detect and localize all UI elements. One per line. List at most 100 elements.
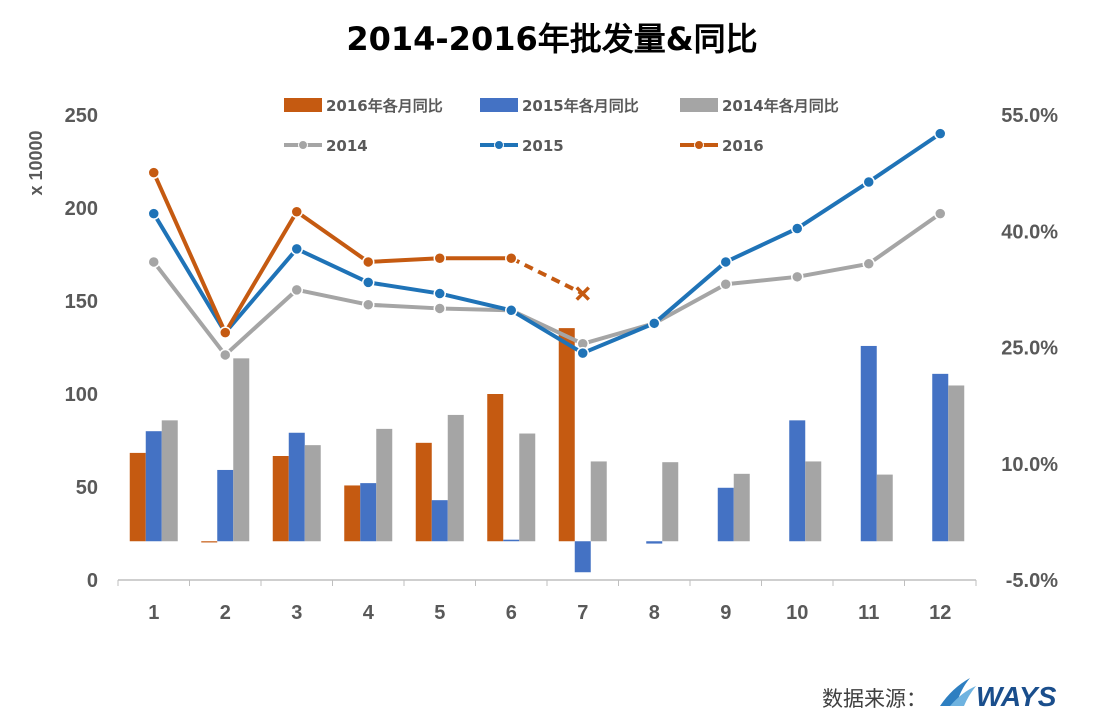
bar-s0-m5: [415, 442, 432, 542]
x-tick-label: 1: [148, 602, 159, 624]
chart-title: 2014-2016年批发量&同比: [346, 20, 757, 58]
legend: 2016年各月同比 2015年各月同比 2014年各月同比 2014 2015 2016: [284, 97, 839, 155]
point-2016-m7: [575, 286, 590, 301]
point-2014-m5: [433, 302, 446, 315]
point-2015-m12: [934, 127, 947, 140]
point-2014-m11: [862, 257, 875, 271]
y2-tick-label: 55.0%: [1001, 105, 1058, 127]
bar-s1-m7: [574, 541, 591, 573]
x-tick-label: 10: [786, 602, 808, 624]
ways-logo-swoosh-icon-2: [950, 686, 976, 706]
bar-s2-m1: [161, 420, 178, 542]
bar-s1-m9: [717, 487, 734, 542]
x-tick-label: 6: [506, 602, 517, 624]
legend-label: 2015: [522, 137, 564, 155]
bar-s2-m2: [233, 358, 250, 542]
point-2014-m2: [219, 348, 232, 362]
point-2015-m7: [576, 346, 589, 360]
bar-s1-m4: [360, 483, 377, 542]
x-tick-label: 5: [434, 602, 445, 624]
bar-s2-m3: [304, 445, 321, 542]
x-tick-label: 12: [929, 602, 951, 624]
y2-tick-label: 25.0%: [1001, 338, 1058, 360]
point-2015-m5: [433, 287, 446, 300]
point-2016-m5: [433, 251, 446, 265]
y-tick-label: 100: [65, 384, 98, 406]
legend-swatch-marker: [694, 140, 704, 150]
point-2014-m1: [147, 255, 160, 269]
bar-s0-m6: [487, 394, 504, 542]
bar-s2-m12: [948, 385, 965, 542]
legend-swatch-marker: [494, 140, 504, 150]
legend-label: 2015年各月同比: [522, 97, 639, 115]
y2-axis-ticks: -5.0% 10.0% 25.0% 40.0% 55.0%: [1001, 105, 1058, 592]
y-tick-label: 0: [87, 570, 98, 592]
ways-logo-swoosh-icon: [940, 678, 970, 706]
bar-s0-m4: [344, 485, 361, 542]
point-2015-m8: [648, 317, 661, 330]
source-label: 数据来源：: [822, 687, 927, 711]
x-tick-label: 4: [363, 602, 375, 624]
point-2016-m6: [505, 251, 518, 265]
line-2014: [151, 211, 943, 357]
bar-s0-m7: [558, 328, 575, 542]
bar-s1-m12: [932, 373, 949, 542]
point-2016-m1: [147, 166, 160, 179]
point-2014-m9: [719, 278, 732, 291]
legend-label: 2014: [326, 137, 368, 155]
legend-swatch-bar: [480, 98, 518, 112]
lines-layer: [147, 127, 947, 362]
y-tick-label: 50: [76, 477, 98, 499]
bar-s1-m8: [646, 541, 663, 544]
point-2014-m12: [934, 207, 947, 220]
point-2015-m1: [147, 207, 160, 220]
legend-swatch-marker: [298, 140, 308, 150]
bar-s2-m9: [733, 473, 750, 542]
bar-s2-m4: [376, 428, 393, 542]
point-2014-m3: [290, 283, 303, 297]
ways-logo: WAYS: [940, 678, 1057, 712]
bar-s1-m11: [860, 345, 877, 542]
bar-s2-m10: [805, 461, 822, 542]
bar-s1-m3: [288, 432, 305, 542]
point-2015-m4: [362, 276, 375, 289]
line-2016: [151, 170, 514, 335]
y-axis-label: x 10000: [26, 130, 46, 195]
y-axis-ticks: 0 50 100 150 200 250: [65, 105, 98, 592]
bar-s2-m5: [447, 414, 464, 542]
point-2015-m9: [719, 255, 732, 269]
point-2016-m4: [362, 255, 375, 269]
y2-tick-label: -5.0%: [1006, 570, 1058, 592]
bar-s1-m6: [503, 539, 520, 542]
bar-s1-m10: [789, 420, 806, 542]
point-2014-m10: [791, 270, 804, 284]
point-2015-m6: [505, 304, 518, 317]
x-tick-label: 11: [858, 602, 879, 624]
bar-s2-m11: [876, 474, 893, 542]
x-tick-marks: [117, 580, 977, 586]
bar-s2-m7: [590, 461, 607, 542]
point-2015-m10: [791, 222, 804, 235]
bar-s2-m8: [662, 462, 679, 542]
ways-logo-text: WAYS: [976, 681, 1057, 712]
bar-s2-m6: [519, 433, 536, 542]
legend-swatch-bar: [680, 98, 718, 112]
x-tick-label: 8: [649, 602, 660, 624]
bar-s0-m3: [272, 456, 289, 542]
bar-s1-m1: [145, 431, 162, 542]
point-2015-m3: [290, 242, 303, 256]
bar-s1-m2: [217, 469, 234, 542]
legend-label: 2016: [722, 137, 764, 155]
legend-label: 2016年各月同比: [326, 97, 443, 115]
legend-swatch-bar: [284, 98, 322, 112]
x-tick-label: 3: [291, 602, 302, 624]
y-tick-label: 250: [65, 105, 98, 127]
bar-s0-m1: [129, 452, 146, 542]
bar-s0-m2: [201, 541, 218, 543]
point-2016-m3: [290, 205, 303, 218]
x-tick-label: 7: [577, 602, 588, 624]
source-credit: 数据来源： WAYS: [822, 678, 1057, 712]
x-axis-labels: 1 2 3 4 5 6 7 8 9 10 11 12: [148, 602, 951, 624]
point-2014-m4: [362, 298, 375, 311]
